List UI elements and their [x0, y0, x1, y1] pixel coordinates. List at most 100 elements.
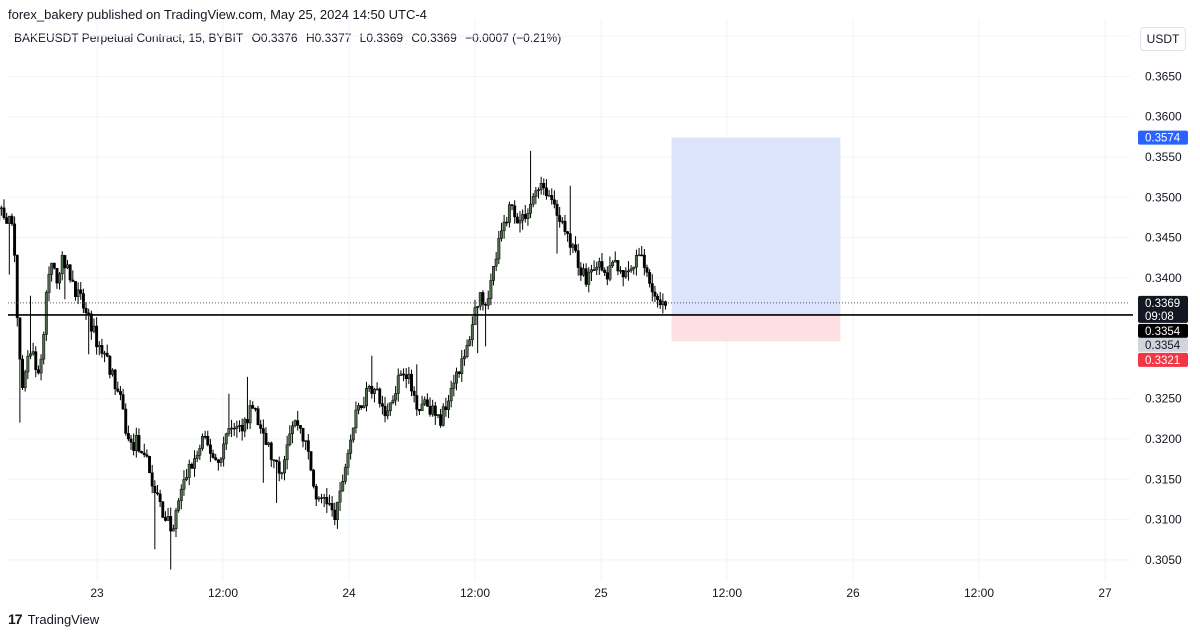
candle-body: [539, 183, 543, 191]
candle-body: [179, 488, 183, 502]
candle-body: [52, 262, 56, 269]
candle-body: [36, 369, 40, 374]
position-stop-zone[interactable]: [671, 314, 841, 342]
candle-body: [153, 485, 157, 494]
candle-body: [513, 205, 517, 218]
candle-body: [39, 358, 43, 374]
position-target-zone[interactable]: [671, 137, 841, 315]
current-price-badge-text: 0.3369: [1145, 298, 1180, 310]
x-axis-tick-label: 12:00: [712, 586, 742, 600]
candle-body: [256, 408, 260, 425]
candle-body: [312, 469, 316, 487]
candle-body: [497, 238, 501, 260]
candle-body: [550, 195, 554, 201]
candle-body: [42, 334, 46, 360]
candle-body: [568, 233, 572, 248]
candle-body: [396, 375, 400, 394]
candle-body: [537, 189, 540, 192]
candle-body: [391, 399, 395, 403]
candle-body: [383, 405, 387, 417]
candle-body: [129, 438, 133, 443]
candle-body: [224, 433, 228, 445]
candle-body: [92, 325, 96, 332]
candle-body: [412, 390, 416, 396]
candle-body: [627, 270, 630, 273]
candle-body: [544, 187, 548, 197]
candle-body: [240, 425, 244, 432]
y-axis-tick-label: 0.3200: [1145, 432, 1182, 446]
candle-body: [283, 459, 286, 474]
candle-body: [238, 425, 241, 427]
candle-body: [272, 459, 276, 461]
candle-body: [158, 493, 162, 502]
candle-body: [616, 260, 620, 272]
candle-body: [293, 420, 297, 427]
candle-body: [428, 405, 432, 415]
candle-body: [124, 408, 128, 434]
symbol-legend: BAKEUSDT Perpetual Contract, 15, BYBIT O…: [14, 31, 566, 45]
candle-body: [288, 433, 292, 446]
candle-body: [304, 440, 308, 442]
candle-body: [457, 371, 461, 374]
candle-body: [431, 405, 435, 415]
candle-body: [436, 414, 440, 416]
candle-body: [121, 394, 125, 410]
candle-body: [0, 207, 3, 210]
candle-body: [444, 406, 448, 410]
candle-body: [44, 292, 48, 335]
candle-body: [31, 351, 35, 355]
candle-body: [343, 467, 347, 482]
candle-body: [629, 268, 633, 272]
candle-body: [571, 244, 575, 248]
candle-body: [399, 373, 403, 376]
candle-body: [407, 373, 411, 380]
candle-body: [277, 461, 281, 474]
candle-body: [357, 405, 361, 411]
candle-body: [605, 272, 609, 280]
candle-body: [222, 443, 226, 460]
candle-body: [645, 267, 649, 273]
candle-body: [322, 497, 326, 499]
x-axis-tick-label: 24: [342, 586, 356, 600]
x-axis-tick-label: 23: [90, 586, 104, 600]
candle-body: [558, 215, 562, 222]
candle-body: [230, 427, 234, 430]
candle-body: [494, 258, 498, 267]
candle-body: [621, 270, 625, 278]
candle-body: [595, 266, 599, 271]
candle-body: [193, 458, 196, 469]
candle-body: [634, 255, 638, 268]
candle-body: [219, 458, 223, 463]
x-axis-tick-label: 25: [594, 586, 608, 600]
candle-body: [362, 405, 366, 409]
candle-body: [341, 481, 345, 492]
candle-body: [182, 479, 186, 490]
candle-body: [632, 266, 636, 270]
y-axis-tick-label: 0.3050: [1145, 553, 1182, 567]
candle-body: [108, 355, 112, 375]
candle-body: [484, 304, 488, 306]
candle-body: [555, 203, 559, 216]
candle-body: [328, 503, 331, 505]
candle-body: [63, 255, 67, 269]
candle-body: [169, 516, 173, 532]
candle-body: [576, 250, 580, 268]
candle-body: [330, 503, 334, 511]
candle-body: [478, 292, 482, 307]
candle-body: [611, 261, 615, 267]
candle-body: [301, 428, 305, 442]
candle-body: [211, 453, 215, 458]
candle-body: [373, 388, 376, 394]
tradingview-brand[interactable]: 17 TradingView: [8, 611, 99, 627]
currency-button[interactable]: USDT: [1140, 27, 1186, 51]
candle-body: [15, 255, 19, 318]
candle-body: [171, 528, 175, 532]
candle-body: [55, 267, 59, 284]
current-price-badge-text: 09:08: [1145, 311, 1174, 323]
symbol-title[interactable]: BAKEUSDT Perpetual Contract, 15, BYBIT: [14, 31, 244, 45]
candle-body: [333, 509, 337, 520]
candle-body: [259, 424, 263, 429]
candle-body: [71, 279, 75, 282]
candle-body: [23, 371, 27, 388]
